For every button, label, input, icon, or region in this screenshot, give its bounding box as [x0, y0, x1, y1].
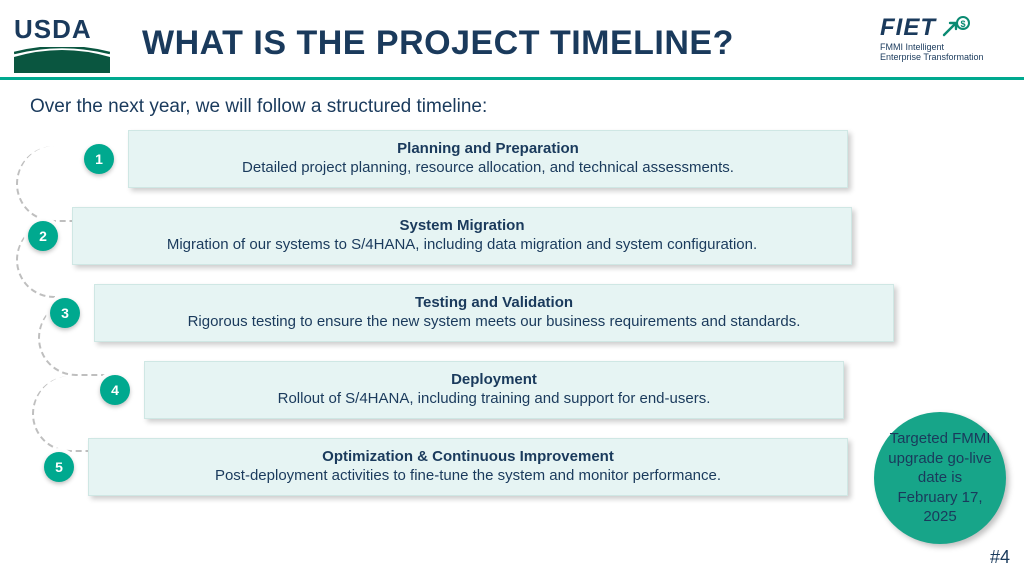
step-box: Testing and Validation Rigorous testing t…	[94, 284, 894, 342]
svg-text:$: $	[960, 19, 965, 29]
page-title: WHAT IS THE PROJECT TIMELINE?	[142, 24, 734, 63]
fiet-subtitle-1: FMMI Intelligent	[880, 42, 1010, 52]
timeline-step: 5 Optimization & Continuous Improvement Po…	[44, 438, 848, 496]
step-number-badge: 5	[44, 452, 74, 482]
step-box: Planning and Preparation Detailed project…	[128, 130, 848, 188]
step-title: Optimization & Continuous Improvement	[109, 448, 827, 465]
arrow-dollar-icon: $	[940, 15, 970, 41]
step-description: Rollout of S/4HANA, including training a…	[165, 390, 823, 407]
go-live-callout: Targeted FMMI upgrade go-live date is Fe…	[874, 412, 1006, 544]
step-number-badge: 1	[84, 144, 114, 174]
intro-text: Over the next year, we will follow a str…	[30, 96, 487, 118]
timeline-step: 4 Deployment Rollout of S/4HANA, including…	[100, 361, 844, 419]
step-title: System Migration	[93, 217, 831, 234]
step-description: Migration of our systems to S/4HANA, inc…	[93, 236, 831, 253]
step-box: Deployment Rollout of S/4HANA, including …	[144, 361, 844, 419]
step-box: System Migration Migration of our systems…	[72, 207, 852, 265]
step-box: Optimization & Continuous Improvement Pos…	[88, 438, 848, 496]
step-title: Deployment	[165, 371, 823, 388]
step-description: Rigorous testing to ensure the new syste…	[115, 313, 873, 330]
slide-header: USDA WHAT IS THE PROJECT TIMELINE? FIET …	[0, 0, 1024, 80]
step-number-badge: 3	[50, 298, 80, 328]
step-description: Detailed project planning, resource allo…	[149, 159, 827, 176]
page-number: #4	[990, 547, 1010, 568]
usda-logo: USDA	[14, 14, 114, 78]
step-title: Testing and Validation	[115, 294, 873, 311]
step-description: Post-deployment activities to fine-tune …	[109, 467, 827, 484]
fiet-logo-text: FIET	[880, 14, 936, 42]
fiet-subtitle-2: Enterprise Transformation	[880, 52, 1010, 62]
step-number-badge: 2	[28, 221, 58, 251]
usda-swoosh-icon	[14, 47, 110, 73]
step-title: Planning and Preparation	[149, 140, 827, 157]
usda-logo-text: USDA	[14, 14, 114, 45]
timeline-step: 3 Testing and Validation Rigorous testing …	[50, 284, 894, 342]
step-number-badge: 4	[100, 375, 130, 405]
fiet-logo: FIET $ FMMI Intelligent Enterprise Trans…	[880, 14, 1010, 63]
timeline-step: 2 System Migration Migration of our system…	[28, 207, 852, 265]
timeline-step: 1 Planning and Preparation Detailed projec…	[84, 130, 848, 188]
